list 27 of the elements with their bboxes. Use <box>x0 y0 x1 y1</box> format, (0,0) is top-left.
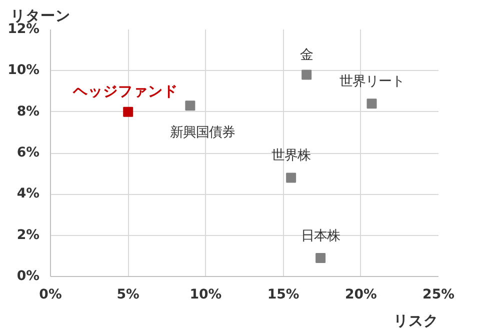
y-tick-label: 8% <box>16 104 40 120</box>
series-label: 金 <box>300 48 314 63</box>
y-tick-label: 0% <box>16 269 40 284</box>
x-tick-label: 5% <box>116 288 140 302</box>
x-tick-label: 10% <box>190 288 222 302</box>
x-tick-label: 15% <box>267 288 300 302</box>
series-label: 日本株 <box>301 228 340 244</box>
point <box>366 98 377 109</box>
series-label: 世界リート <box>339 74 404 90</box>
y-tick-label: 4% <box>16 186 40 202</box>
x-axis-title: リスク <box>394 312 438 330</box>
series-label: 新興国債券 <box>170 126 236 141</box>
point <box>286 172 296 183</box>
y-tick-label: 10% <box>8 63 40 78</box>
x-tick-label: 25% <box>422 288 454 302</box>
series-label: 世界株 <box>272 148 311 164</box>
y-tick-label: 2% <box>16 228 40 243</box>
series-label: ヘッジファンド <box>72 82 178 100</box>
y-tick-label: 6% <box>16 146 40 160</box>
point <box>316 252 326 263</box>
x-tick-label: 0% <box>39 288 62 302</box>
y-tick-label: 12% <box>8 22 40 37</box>
point <box>302 70 312 80</box>
point <box>185 100 196 111</box>
point <box>123 106 134 117</box>
x-tick-label: 20% <box>344 288 377 302</box>
y-axis-title: リターン <box>10 8 70 24</box>
